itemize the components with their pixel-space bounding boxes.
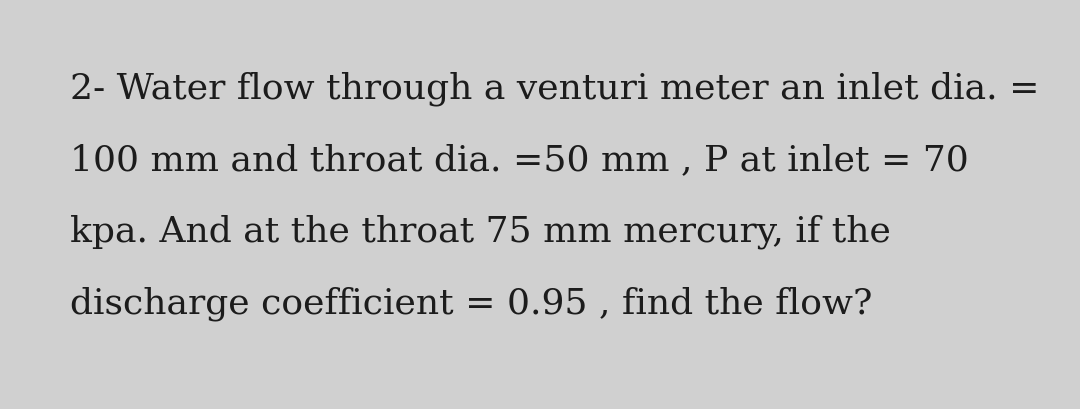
Text: kpa. And at the throat 75 mm mercury, if the: kpa. And at the throat 75 mm mercury, if… [70,214,891,249]
Text: discharge coefficient = 0.95 , find the flow?: discharge coefficient = 0.95 , find the … [70,286,873,320]
Text: 100 mm and throat dia. =50 mm , P at inlet = 70: 100 mm and throat dia. =50 mm , P at inl… [70,143,969,177]
Text: 2- Water flow through a venturi meter an inlet dia. =: 2- Water flow through a venturi meter an… [70,71,1040,106]
